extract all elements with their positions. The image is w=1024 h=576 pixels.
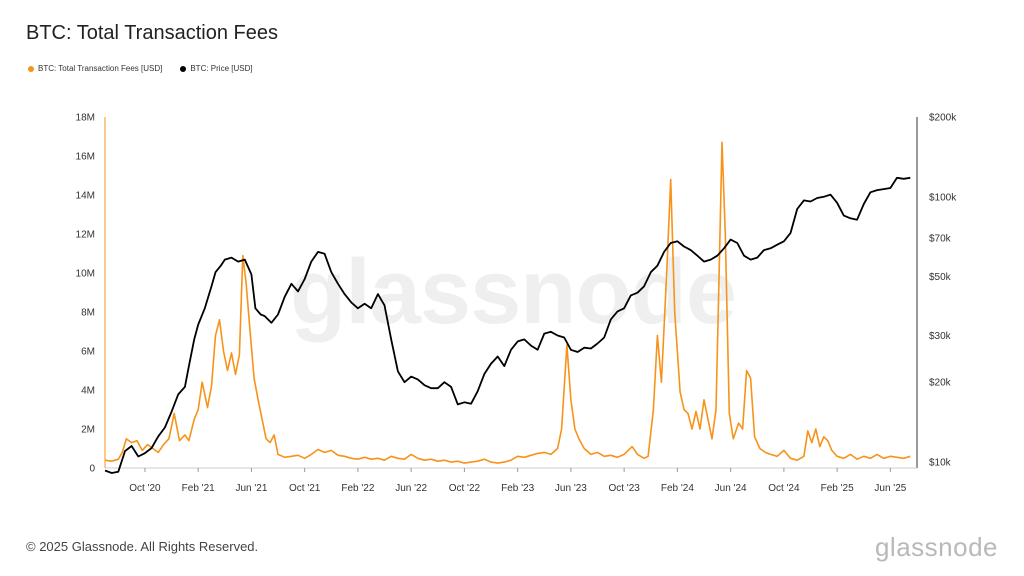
- fees-series-line[interactable]: [104, 141, 911, 464]
- left-axis-tick-label: 12M: [76, 230, 95, 241]
- right-axis-tick-label: $200k: [929, 113, 957, 124]
- x-axis-tick-label: Oct '23: [608, 483, 640, 494]
- right-axis-tick-label: $30k: [929, 331, 952, 342]
- left-axis-tick-label: 6M: [81, 347, 95, 358]
- left-axis-tick-label: 2M: [81, 425, 95, 436]
- x-axis-tick-label: Jun '22: [395, 483, 427, 494]
- legend-price-label: BTC: Price [USD]: [190, 64, 253, 73]
- left-axis-tick-label: 18M: [76, 113, 95, 124]
- x-axis-tick-label: Jun '25: [874, 483, 906, 494]
- price-series-line[interactable]: [104, 176, 911, 474]
- right-axis-tick-label: $70k: [929, 233, 952, 244]
- right-axis-tick-label: $20k: [929, 378, 952, 389]
- x-axis-tick-label: Feb '21: [182, 483, 215, 494]
- x-axis-tick-label: Feb '23: [501, 483, 534, 494]
- x-axis-tick-label: Oct '24: [768, 483, 800, 494]
- left-axis-tick-label: 16M: [76, 152, 95, 163]
- chart-title: BTC: Total Transaction Fees: [26, 22, 278, 44]
- x-axis-tick-label: Jun '24: [715, 483, 747, 494]
- legend-item-price[interactable]: BTC: Price [USD]: [180, 64, 253, 73]
- right-axis-tick-label: $50k: [929, 272, 952, 283]
- x-axis-tick-label: Jun '23: [555, 483, 587, 494]
- left-axis-tick-label: 14M: [76, 191, 95, 202]
- x-axis-tick-label: Jun '21: [235, 483, 267, 494]
- legend-price-dot-icon: [180, 65, 187, 72]
- legend-fees-dot-icon: [28, 65, 34, 72]
- right-axis-tick-label: $100k: [929, 192, 957, 203]
- watermark-logo: glassnode: [290, 241, 737, 343]
- left-axis-tick-label: 8M: [81, 308, 95, 319]
- left-axis-tick-label: 0: [89, 464, 95, 475]
- legend: BTC: Total Transaction Fees [USD] BTC: P…: [28, 64, 253, 73]
- x-axis-tick-label: Feb '22: [341, 483, 374, 494]
- right-axis-tick-label: $10k: [929, 458, 952, 469]
- left-axis-tick-label: 10M: [76, 269, 95, 280]
- legend-fees-label: BTC: Total Transaction Fees [USD]: [38, 64, 163, 73]
- legend-item-fees[interactable]: BTC: Total Transaction Fees [USD]: [28, 64, 162, 73]
- brand-logo: glassnode: [874, 532, 998, 562]
- x-axis-tick-label: Oct '22: [449, 483, 481, 494]
- x-axis-tick-label: Feb '25: [821, 483, 854, 494]
- x-axis-tick-label: Feb '24: [661, 483, 694, 494]
- left-axis-tick-label: 4M: [81, 386, 95, 397]
- x-axis-tick-label: Oct '20: [129, 483, 161, 494]
- copyright-footer: © 2025 Glassnode. All Rights Reserved.: [26, 539, 259, 554]
- x-axis-tick-label: Oct '21: [289, 483, 321, 494]
